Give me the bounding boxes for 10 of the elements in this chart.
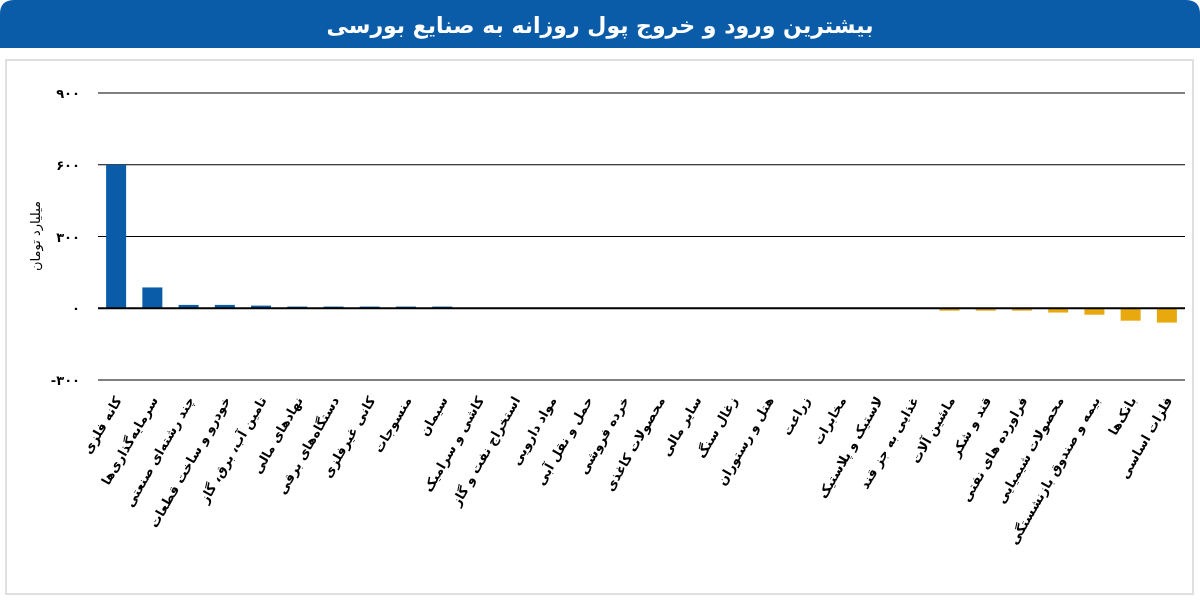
chart-title: بیشترین ورود و خروج پول روزانه به صنایع بورسی	[326, 13, 874, 39]
x-tick-label: سیمان	[416, 394, 451, 439]
y-tick-label: -۳۰۰	[50, 373, 80, 388]
x-tick-label: زراعت	[779, 394, 814, 438]
y-tick-label: ۳۰۰	[56, 229, 80, 245]
y-axis-title: میلیارد تومان	[28, 200, 44, 272]
y-tick-label: ۶۰۰	[56, 157, 80, 173]
y-tick-label: ۰	[72, 301, 80, 317]
y-tick-label: ۹۰۰	[56, 86, 80, 101]
x-tick-label: بانک‌ها	[1105, 394, 1140, 438]
